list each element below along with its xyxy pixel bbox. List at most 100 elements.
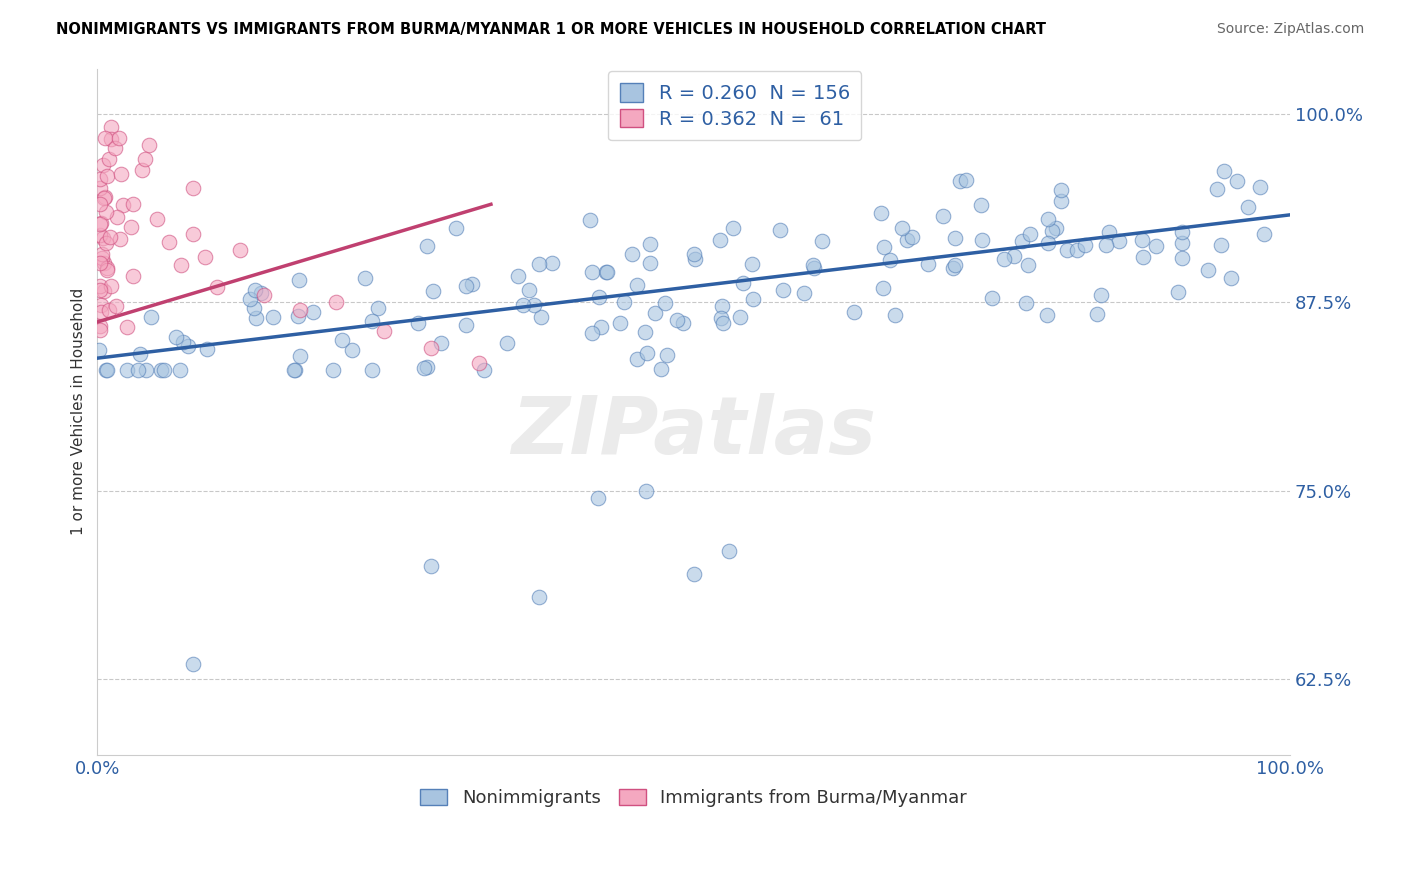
Point [91, 158, 114, 172]
Point [283, 363, 305, 377]
Point [152, 363, 174, 377]
Point [949, 174, 972, 188]
Point [508, 268, 530, 283]
Point [644, 306, 666, 320]
Point [711, 316, 734, 330]
Point [330, 334, 353, 348]
Point [128, 347, 150, 361]
Point [89, 197, 111, 211]
Point [90, 297, 112, 311]
Point [609, 316, 631, 330]
Point [638, 256, 661, 270]
Point [181, 181, 204, 195]
Point [177, 339, 200, 353]
Point [626, 277, 648, 292]
Point [468, 356, 491, 370]
Point [93, 256, 115, 270]
Point [527, 257, 550, 271]
Point [89, 279, 111, 293]
Point [842, 305, 865, 319]
Point [1014, 296, 1036, 310]
Point [1197, 263, 1219, 277]
Point [413, 361, 436, 376]
Point [249, 285, 271, 300]
Point [1036, 211, 1059, 226]
Point [100, 279, 122, 293]
Y-axis label: 1 or more Vehicles in Household: 1 or more Vehicles in Household [72, 288, 86, 535]
Point [262, 310, 284, 324]
Point [181, 657, 204, 672]
Point [229, 243, 252, 257]
Point [461, 277, 484, 291]
Point [169, 363, 191, 377]
Point [1237, 200, 1260, 214]
Point [284, 363, 307, 377]
Point [93, 191, 115, 205]
Point [636, 346, 658, 360]
Point [672, 316, 695, 330]
Point [430, 335, 453, 350]
Point [523, 298, 546, 312]
Point [942, 260, 965, 275]
Point [1040, 224, 1063, 238]
Point [1056, 243, 1078, 257]
Point [194, 250, 217, 264]
Point [1253, 227, 1275, 242]
Point [1132, 251, 1154, 265]
Point [710, 299, 733, 313]
Point [1002, 249, 1025, 263]
Point [872, 240, 894, 254]
Point [91, 231, 114, 245]
Point [288, 272, 311, 286]
Point [91, 252, 114, 266]
Point [122, 268, 145, 283]
Point [367, 301, 389, 315]
Point [884, 308, 907, 322]
Point [149, 363, 172, 377]
Point [94, 235, 117, 250]
Point [325, 295, 347, 310]
Point [98, 230, 121, 244]
Point [1226, 174, 1249, 188]
Point [634, 483, 657, 498]
Point [981, 291, 1004, 305]
Point [1074, 237, 1097, 252]
Point [811, 234, 834, 248]
Point [803, 261, 825, 276]
Point [1170, 251, 1192, 265]
Point [591, 320, 613, 334]
Point [1206, 182, 1229, 196]
Point [638, 236, 661, 251]
Point [415, 239, 437, 253]
Point [89, 256, 111, 270]
Point [104, 299, 127, 313]
Point [530, 310, 553, 324]
Point [1011, 234, 1033, 248]
Point [157, 235, 180, 249]
Point [105, 210, 128, 224]
Text: Source: ZipAtlas.com: Source: ZipAtlas.com [1216, 22, 1364, 37]
Point [87, 343, 110, 357]
Point [901, 229, 924, 244]
Point [146, 212, 169, 227]
Point [955, 173, 977, 187]
Point [89, 181, 111, 195]
Point [205, 280, 228, 294]
Point [943, 258, 966, 272]
Point [108, 232, 131, 246]
Point [420, 341, 443, 355]
Point [665, 313, 688, 327]
Point [288, 302, 311, 317]
Legend: Nonimmigrants, Immigrants from Burma/Myanmar: Nonimmigrants, Immigrants from Burma/Mya… [413, 781, 974, 814]
Point [613, 294, 636, 309]
Point [769, 223, 792, 237]
Point [373, 324, 395, 338]
Point [245, 283, 267, 297]
Point [1050, 194, 1073, 209]
Point [253, 287, 276, 301]
Point [634, 325, 657, 339]
Point [97, 152, 120, 166]
Point [361, 314, 384, 328]
Point [94, 190, 117, 204]
Point [588, 491, 610, 506]
